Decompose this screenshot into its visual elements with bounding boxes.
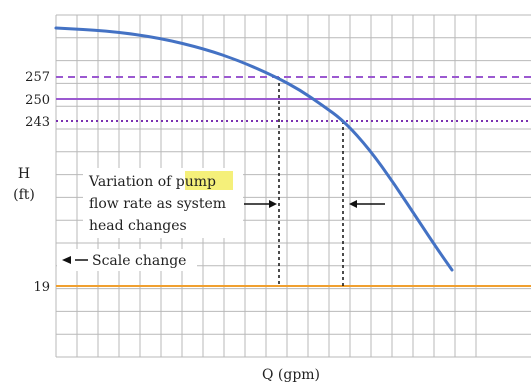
y-tick-label-243: 243	[25, 115, 50, 130]
annotation-scale-change: Scale change	[57, 249, 197, 271]
annotation-pump-variation: Variation of pump flow rate as system he…	[83, 168, 243, 238]
annotation-pump-variation-line-2: flow rate as system	[89, 196, 226, 212]
y-tick-label-19: 19	[33, 280, 50, 295]
grid	[55, 14, 531, 358]
y-tick-label-250: 250	[25, 93, 50, 108]
y-axis-unit: (ft)	[13, 187, 35, 203]
annotation-scale-change-bg	[57, 249, 197, 271]
annotation-pump-variation-line-3: head changes	[89, 218, 187, 234]
arrow-to-left-drop	[244, 200, 277, 208]
x-axis-label: Q (gpm)	[262, 367, 320, 383]
pump-curve-line	[54, 26, 454, 272]
annotation-scale-change-text: Scale change	[92, 253, 186, 269]
y-tick-label-257: 257	[25, 70, 50, 85]
reference-lines	[56, 76, 531, 287]
scale-change-arrow-icon	[62, 256, 71, 264]
annotation-pump-variation-line-1: Variation of pump	[88, 174, 216, 190]
y-axis-label: H	[18, 166, 30, 182]
annotation-highlight	[185, 171, 233, 190]
arrow-to-right-drop	[349, 200, 385, 208]
curve-layer	[54, 26, 454, 272]
intersection-drop-lines	[278, 77, 344, 286]
